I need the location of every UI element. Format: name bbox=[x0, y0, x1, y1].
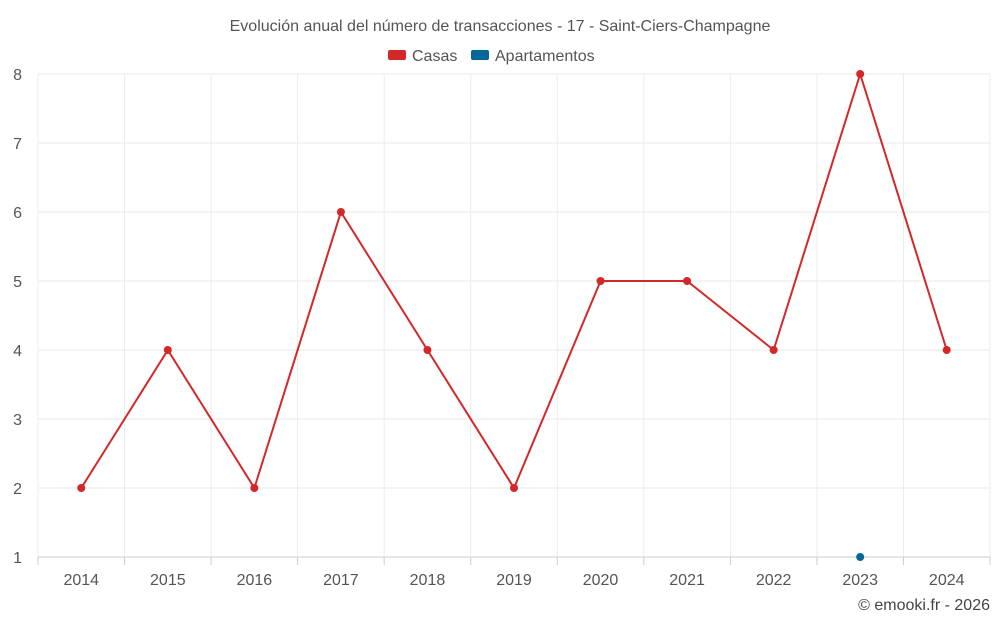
y-tick-label: 4 bbox=[13, 343, 22, 360]
chart-title: Evolución anual del número de transaccio… bbox=[230, 18, 771, 35]
legend: Casas Apartamentos bbox=[388, 48, 595, 65]
x-tick-label: 2023 bbox=[842, 572, 878, 589]
x-tick-label: 2014 bbox=[63, 572, 99, 589]
data-point-casas[interactable] bbox=[423, 346, 432, 354]
y-tick-label: 1 bbox=[13, 550, 22, 567]
y-tick-label: 3 bbox=[13, 412, 22, 429]
x-tick-label: 2015 bbox=[150, 572, 186, 589]
y-tick-label: 6 bbox=[13, 205, 22, 222]
y-tick-label: 7 bbox=[13, 136, 22, 153]
series-layer bbox=[77, 70, 951, 561]
data-point-casas[interactable] bbox=[769, 346, 778, 354]
x-tick-label: 2024 bbox=[929, 572, 965, 589]
x-tick-label: 2016 bbox=[237, 572, 273, 589]
y-tick-label: 2 bbox=[13, 481, 22, 498]
y-tick-label: 5 bbox=[13, 274, 22, 291]
grid bbox=[37, 73, 991, 558]
legend-label-casas: Casas bbox=[412, 48, 457, 65]
x-tick-label: 2018 bbox=[410, 572, 446, 589]
legend-item-apartamentos[interactable]: Apartamentos bbox=[471, 48, 595, 65]
x-tick-label: 2020 bbox=[583, 572, 619, 589]
y-axis: 1 2 3 4 5 6 7 8 bbox=[13, 67, 22, 567]
data-point-casas[interactable] bbox=[163, 346, 172, 354]
data-point-casas[interactable] bbox=[510, 484, 518, 492]
legend-swatch-casas bbox=[388, 50, 406, 60]
x-tick-label: 2017 bbox=[323, 572, 359, 589]
data-point-casas[interactable] bbox=[77, 484, 86, 492]
legend-item-casas[interactable]: Casas bbox=[388, 48, 457, 65]
x-axis: 2014 2015 2016 2017 2018 2019 2020 2021 2022 2023… bbox=[37, 557, 991, 589]
data-point-casas[interactable] bbox=[856, 70, 865, 78]
x-tick-label: 2022 bbox=[756, 572, 792, 589]
x-tick-label: 2021 bbox=[669, 572, 705, 589]
data-point-casas[interactable] bbox=[336, 208, 345, 216]
credits[interactable]: © emooki.fr - 2026 bbox=[858, 597, 990, 614]
y-tick-label: 8 bbox=[13, 67, 22, 84]
legend-swatch-apartamentos bbox=[471, 50, 489, 60]
data-point-apartamentos[interactable] bbox=[856, 553, 865, 561]
data-point-casas[interactable] bbox=[942, 346, 951, 354]
x-tick-label: 2019 bbox=[496, 572, 532, 589]
data-point-casas[interactable] bbox=[250, 484, 259, 492]
data-point-casas[interactable] bbox=[596, 277, 605, 285]
data-point-casas[interactable] bbox=[683, 277, 692, 285]
legend-label-apartamentos: Apartamentos bbox=[495, 48, 595, 65]
